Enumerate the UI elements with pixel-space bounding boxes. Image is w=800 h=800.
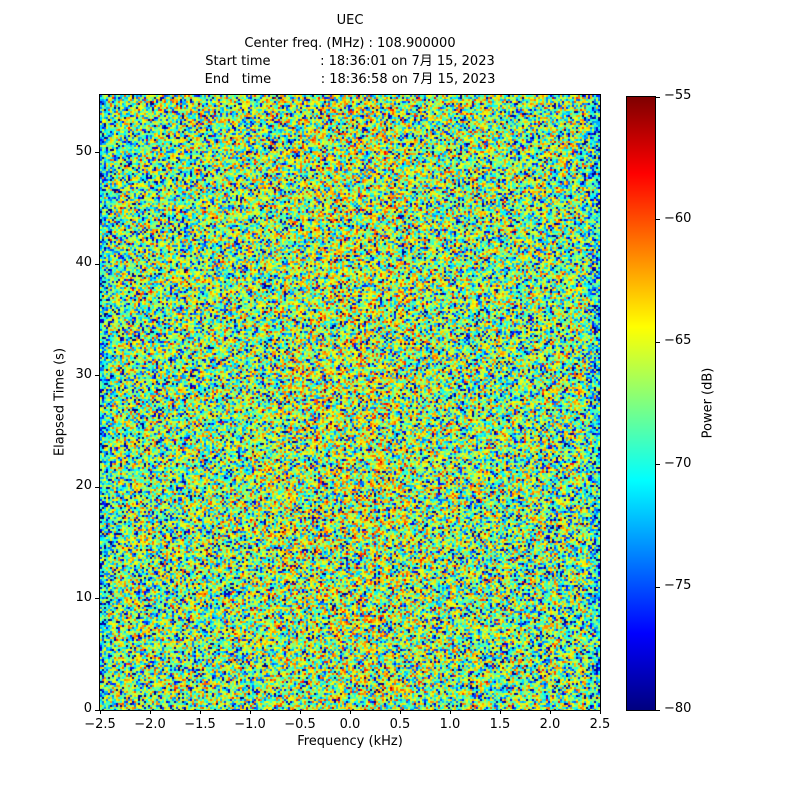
end-time-line: End time : 18:36:58 on 7月 15, 2023 <box>204 72 496 87</box>
y-axis-label: Elapsed Time (s) <box>52 347 68 457</box>
x-tick-label: 1.5 <box>489 717 511 732</box>
center-freq-line: Center freq. (MHz) : 108.900000 <box>244 36 456 51</box>
colorbar-tick-label: −55 <box>664 88 692 103</box>
x-axis-label: Frequency (kHz) <box>297 734 403 749</box>
x-tick-label: −2.0 <box>134 717 166 732</box>
colorbar <box>626 96 656 711</box>
y-tick-mark <box>95 486 99 488</box>
colorbar-tick-mark <box>656 96 660 98</box>
x-tick-mark <box>449 710 451 714</box>
y-tick-label: 40 <box>75 255 92 271</box>
y-tick-mark <box>95 709 99 711</box>
colorbar-tick-label: −75 <box>664 578 692 594</box>
x-tick-label: 0.0 <box>339 717 361 732</box>
colorbar-tick-mark <box>656 586 660 588</box>
x-tick-mark <box>349 710 351 714</box>
colorbar-tick-label: −80 <box>664 701 692 716</box>
y-tick-label: 20 <box>75 478 92 494</box>
x-tick-mark <box>149 710 151 714</box>
colorbar-label: Power (dB) <box>700 367 716 439</box>
x-tick-label: −1.5 <box>184 717 216 732</box>
y-tick-mark <box>95 375 99 377</box>
x-tick-label: 2.5 <box>589 717 611 732</box>
plot-area <box>99 94 601 711</box>
colorbar-tick-label: −70 <box>664 455 692 471</box>
colorbar-tick-mark <box>656 219 660 221</box>
x-tick-label: 2.0 <box>539 717 561 732</box>
x-tick-label: −0.5 <box>284 717 316 732</box>
title-block: UEC Center freq. (MHz) : 108.900000 Star… <box>100 12 600 89</box>
x-tick-mark <box>599 710 601 714</box>
x-tick-mark <box>499 710 501 714</box>
x-tick-mark <box>249 710 251 714</box>
x-tick-mark <box>299 710 301 714</box>
x-tick-mark <box>199 710 201 714</box>
y-tick-mark <box>95 598 99 600</box>
colorbar-tick-mark <box>656 709 660 711</box>
y-tick-mark <box>95 263 99 265</box>
x-tick-mark <box>399 710 401 714</box>
x-tick-mark <box>549 710 551 714</box>
x-tick-label: −2.5 <box>84 717 116 732</box>
chart-title: UEC <box>336 13 364 28</box>
colorbar-tick-label: −65 <box>664 333 692 349</box>
y-tick-label: 50 <box>75 143 92 159</box>
y-tick-mark <box>95 152 99 154</box>
x-tick-mark <box>99 710 101 714</box>
y-tick-label: 10 <box>75 589 92 605</box>
x-tick-label: −1.0 <box>234 717 266 732</box>
x-tick-label: 0.5 <box>389 717 411 732</box>
start-time-line: Start time : 18:36:01 on 7月 15, 2023 <box>205 54 495 69</box>
colorbar-tick-mark <box>656 341 660 343</box>
y-tick-label: 30 <box>75 366 92 382</box>
colorbar-tick-label: −60 <box>664 210 692 226</box>
colorbar-tick-mark <box>656 464 660 466</box>
spectrogram-canvas <box>100 95 600 710</box>
y-tick-label: 0 <box>83 701 92 716</box>
x-tick-label: 1.0 <box>439 717 461 732</box>
